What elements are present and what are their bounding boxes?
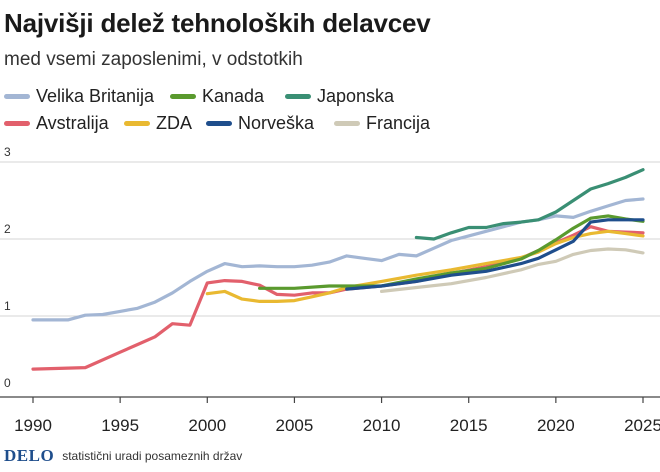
legend-swatch-velika-britanija bbox=[4, 93, 30, 99]
x-tick-label-2005: 2005 bbox=[276, 416, 314, 435]
legend-label-norveska: Norveška bbox=[238, 112, 315, 133]
x-tick-label-2010: 2010 bbox=[363, 416, 401, 435]
legend-swatch-norveska bbox=[206, 120, 232, 126]
chart-title: Najvišji delež tehnoloških delavcev bbox=[4, 8, 431, 38]
legend-label-avstralija: Avstralija bbox=[36, 112, 109, 133]
footer: DELO statistični uradi posameznih držav bbox=[4, 446, 242, 466]
y-tick-label-0: 0 bbox=[4, 376, 11, 390]
legend-swatch-japonska bbox=[285, 93, 311, 99]
legend-item-francija: Francija bbox=[334, 111, 430, 135]
series-line-japonska bbox=[414, 168, 645, 241]
legend-label-japonska: Japonska bbox=[317, 85, 395, 106]
y-tick-label-1: 1 bbox=[4, 299, 11, 313]
legend-item-norveska: Norveška bbox=[206, 111, 314, 135]
x-tick-label-2000: 2000 bbox=[188, 416, 226, 435]
source-note: statistični uradi posameznih držav bbox=[62, 449, 243, 463]
legend-swatch-francija bbox=[334, 120, 360, 126]
y-tick-label-2: 2 bbox=[4, 222, 11, 236]
legend-item-velika-britanija: Velika Britanija bbox=[4, 84, 154, 108]
series-line-avstralija bbox=[31, 225, 645, 371]
x-tick-label-2025: 2025 bbox=[624, 416, 660, 435]
legend-label-zda: ZDA bbox=[156, 112, 192, 133]
x-tick-label-2015: 2015 bbox=[450, 416, 488, 435]
series-line-zda bbox=[205, 229, 645, 303]
x-tick-label-1990: 1990 bbox=[14, 416, 52, 435]
legend-swatch-zda bbox=[124, 120, 150, 126]
legend-item-zda: ZDA bbox=[124, 111, 192, 135]
legend-item-avstralija: Avstralija bbox=[4, 111, 109, 135]
legend-swatch-avstralija bbox=[4, 120, 30, 126]
series-line-velika-britanija bbox=[31, 197, 645, 322]
series-line-norveska bbox=[345, 218, 645, 291]
y-tick-label-3: 3 bbox=[4, 145, 11, 159]
chart-subtitle: med vsemi zaposlenimi, v odstotkih bbox=[4, 49, 303, 70]
delo-logo: DELO bbox=[4, 446, 55, 465]
x-tick-label-1995: 1995 bbox=[101, 416, 139, 435]
series-line-francija bbox=[380, 247, 645, 293]
legend-item-japonska: Japonska bbox=[285, 84, 394, 108]
legend-label-francija: Francija bbox=[366, 112, 431, 133]
legend-swatch-kanada bbox=[170, 93, 196, 99]
x-tick-label-2020: 2020 bbox=[537, 416, 575, 435]
series-line-kanada bbox=[258, 214, 645, 290]
legend-label-velika-britanija: Velika Britanija bbox=[36, 85, 155, 106]
legend: Velika Britanija Kanada Japonska Avstral… bbox=[4, 84, 654, 140]
legend-item-kanada: Kanada bbox=[170, 84, 264, 108]
legend-label-kanada: Kanada bbox=[202, 85, 265, 106]
